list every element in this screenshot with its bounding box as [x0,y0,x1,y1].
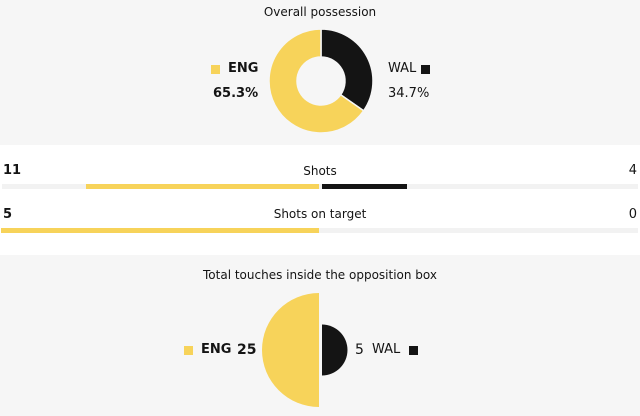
touches-half-circles [262,293,348,407]
sot-wal-value: 0 [628,207,637,222]
wal-touches-half [322,324,348,376]
touches-panel [0,255,640,416]
shots-eng-value: 11 [3,163,22,178]
eng-possession-value: 65.3% [213,86,259,101]
shots-title: Shots [303,164,337,178]
shots-wal-value: 4 [628,163,637,178]
eng-touches-value: 25 [237,342,257,358]
eng-touches-half [262,293,319,407]
eng-touches-label: ENG [201,342,232,357]
wal-touches-swatch [409,346,418,355]
shots-eng-bar [85,184,319,189]
eng-possession-slice [268,28,365,134]
wal-legend-swatch [421,65,430,74]
shots-track [2,184,638,189]
shots-wal-bar [322,184,407,189]
possession-title: Overall possession [263,5,377,19]
eng-legend-swatch [211,65,220,74]
wal-touches-label: WAL [372,342,401,357]
wal-possession-slice [320,28,374,112]
touches-title: Total touches inside the opposition box [203,268,437,282]
wal-legend-label: WAL [388,61,417,76]
wal-touches-value: 5 [355,342,364,358]
eng-legend-label: ENG [228,61,259,76]
wal-possession-value: 34.7% [388,86,430,101]
possession-donut [268,28,374,134]
sot-eng-value: 5 [3,207,13,222]
sot-title: Shots on target [273,207,367,221]
sot-track [2,228,638,233]
eng-touches-swatch [184,346,193,355]
sot-eng-bar [1,228,319,233]
